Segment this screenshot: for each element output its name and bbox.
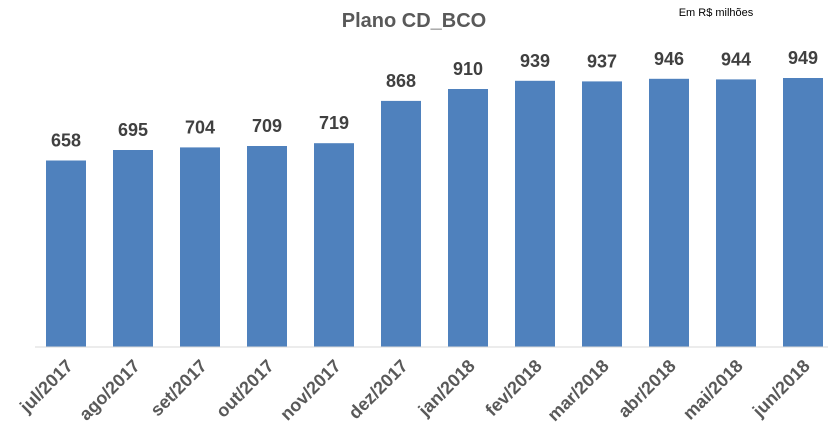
tick-label-jan-2018: jan/2018 <box>414 356 479 421</box>
bar-out-2017 <box>247 146 287 347</box>
value-label-set-2017: 704 <box>185 117 215 137</box>
value-label-abr-2018: 946 <box>654 49 684 69</box>
value-label-nov-2017: 719 <box>319 113 349 133</box>
tick-label-dez-2017: dez/2017 <box>345 356 412 423</box>
tick-label-mai-2018: mai/2018 <box>679 356 747 424</box>
bars-group <box>46 78 823 348</box>
tick-label-ago-2017: ago/2017 <box>75 356 144 425</box>
bar-jul-2017 <box>46 160 86 347</box>
chart-title: Plano CD_BCO <box>342 10 486 32</box>
bar-mar-2018 <box>582 81 622 348</box>
value-label-jul-2017: 658 <box>51 131 81 151</box>
value-label-jun-2018: 949 <box>788 48 818 68</box>
tick-label-jun-2018: jun/2018 <box>748 356 814 422</box>
bar-abr-2018 <box>649 78 689 348</box>
value-label-mai-2018: 944 <box>721 49 751 69</box>
value-label-jan-2018: 910 <box>453 59 483 79</box>
tick-label-out-2017: out/2017 <box>212 356 278 422</box>
bar-set-2017 <box>180 147 220 347</box>
tick-label-abr-2018: abr/2018 <box>614 356 680 422</box>
tick-label-mar-2018: mar/2018 <box>543 356 612 425</box>
tick-label-jul-2017: jul/2017 <box>15 356 77 418</box>
value-label-fev-2018: 939 <box>520 51 550 71</box>
bar-ago-2017 <box>113 150 153 347</box>
tick-label-fev-2018: fev/2018 <box>481 356 545 420</box>
value-labels-group: 658 695 704 709 719 868 910 939 937 946 944 949 <box>51 48 818 151</box>
bar-fev-2018 <box>515 80 555 348</box>
unit-note: Em R$ milhões <box>679 7 754 19</box>
bar-mai-2018 <box>716 79 756 348</box>
value-label-dez-2017: 868 <box>386 71 416 91</box>
bar-jan-2018 <box>448 89 488 347</box>
bar-nov-2017 <box>314 143 354 347</box>
tick-label-set-2017: set/2017 <box>146 356 210 420</box>
tick-label-nov-2017: nov/2017 <box>276 356 345 425</box>
value-label-ago-2017: 695 <box>118 120 148 140</box>
value-label-out-2017: 709 <box>252 116 282 136</box>
value-label-mar-2018: 937 <box>587 51 617 71</box>
bar-jun-2018 <box>783 78 823 347</box>
bar-dez-2017 <box>381 100 421 348</box>
